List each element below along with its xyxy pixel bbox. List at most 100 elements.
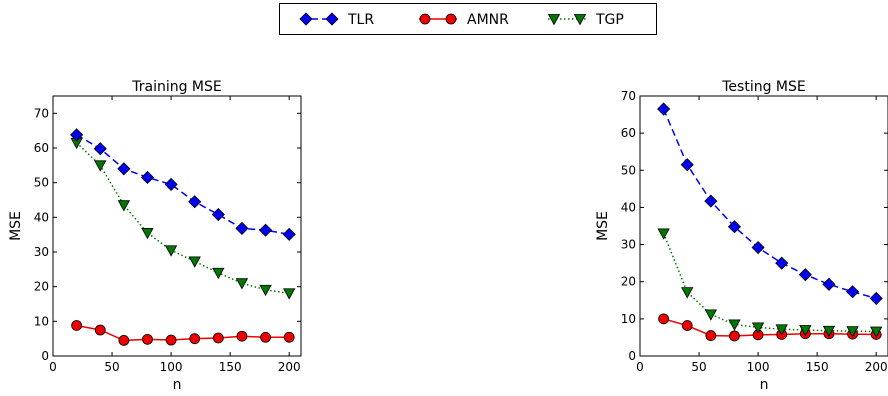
series-line-tgp [76, 142, 290, 294]
y-tick-label: 20 [621, 275, 636, 289]
data-point-tgp [775, 324, 788, 336]
data-point-tlr [259, 223, 273, 237]
data-point-tlr [117, 162, 131, 176]
data-point-tgp [94, 160, 107, 172]
y-tick-label: 30 [34, 245, 49, 259]
data-point-amnr [681, 320, 693, 331]
y-tick-label: 70 [34, 106, 49, 120]
legend-frame [279, 3, 657, 35]
y-tick-label: 0 [628, 349, 636, 363]
data-point-tgp [751, 322, 765, 334]
x-tick-label: 50 [691, 360, 706, 374]
data-point-tgp [141, 228, 154, 240]
data-point-tgp [870, 326, 883, 338]
data-point-amnr [236, 330, 248, 342]
data-point-tlr [727, 220, 742, 234]
legend-marker-tlr [325, 12, 339, 26]
x-tick-label: 150 [219, 360, 242, 374]
axes-frame [639, 95, 888, 357]
data-point-tgp [117, 200, 131, 212]
series-line-tgp [662, 233, 877, 333]
data-point-amnr [94, 324, 106, 336]
legend-label-tgp: TGP [595, 12, 624, 28]
data-point-tlr [869, 291, 883, 305]
series-line-tlr [76, 134, 290, 236]
data-point-tgp [283, 288, 296, 300]
data-point-amnr [212, 332, 224, 344]
legend-marker-tlr [299, 12, 313, 26]
x-tick-label: 200 [865, 360, 888, 374]
data-point-tgp [704, 309, 718, 321]
x-tick-label: 100 [747, 360, 770, 374]
data-point-tlr [846, 285, 860, 299]
legend-label-amnr: AMNR [467, 12, 509, 28]
data-point-tgp [212, 267, 225, 280]
data-point-amnr [705, 330, 717, 341]
y-tick-label: 10 [621, 312, 636, 326]
series-line-tlr [662, 108, 877, 300]
y-tick-label: 60 [34, 141, 49, 155]
data-point-amnr [658, 313, 670, 325]
data-point-tlr [680, 158, 694, 172]
data-point-tlr [751, 240, 765, 255]
data-point-amnr [189, 333, 201, 345]
y-axis-label: MSE [8, 211, 24, 241]
data-point-tlr [282, 227, 296, 241]
legend-marker-tgp [547, 14, 561, 26]
x-axis-label: n [760, 377, 769, 393]
data-point-tlr [775, 256, 789, 270]
y-tick-label: 20 [34, 280, 49, 294]
x-axis-label: n [173, 377, 182, 393]
legend-marker-tgp [573, 14, 587, 26]
y-tick-label: 50 [621, 163, 636, 177]
data-point-tlr [93, 142, 107, 156]
y-tick-label: 40 [34, 210, 49, 224]
data-point-tgp [657, 228, 670, 240]
data-point-tlr [657, 102, 671, 116]
data-point-amnr [260, 331, 271, 343]
series-line-amnr [663, 318, 877, 337]
x-tick-label: 50 [104, 360, 119, 374]
y-tick-label: 60 [621, 126, 636, 140]
y-axis-label: MSE [595, 211, 611, 241]
y-tick-label: 70 [621, 89, 636, 103]
legend: TLR AMNR TGP [279, 3, 657, 35]
y-tick-label: 0 [41, 349, 49, 363]
legend-label-tlr: TLR [347, 12, 374, 28]
x-tick-label: 0 [49, 360, 57, 374]
legend-marker-amnr [419, 13, 431, 25]
data-point-tgp [188, 256, 201, 268]
data-point-tgp [681, 287, 694, 299]
data-point-tlr [164, 177, 178, 191]
data-point-tlr [140, 170, 155, 185]
data-point-tgp [235, 278, 249, 290]
x-tick-label: 200 [278, 360, 301, 374]
data-point-tlr [798, 268, 812, 282]
data-point-tlr [211, 207, 225, 222]
data-point-tgp [822, 325, 836, 338]
data-point-tgp [259, 284, 272, 297]
data-point-tlr [704, 194, 718, 208]
data-point-tgp [846, 326, 859, 338]
data-point-tgp [799, 325, 812, 337]
y-tick-label: 30 [621, 238, 636, 252]
legend-marker-amnr [445, 13, 457, 25]
x-tick-label: 0 [636, 360, 644, 374]
y-tick-label: 10 [34, 314, 49, 328]
data-point-tgp [164, 245, 178, 257]
series-line-amnr [76, 324, 290, 342]
y-tick-label: 40 [621, 200, 636, 214]
axes-frame [52, 95, 302, 357]
training-mse-panel: 0 50 100 150 200 0 10 20 30 40 50 60 70 Training MSE n… [8, 79, 302, 393]
data-point-amnr [165, 334, 177, 346]
data-point-tgp [728, 319, 741, 331]
data-point-amnr [118, 334, 130, 346]
data-point-amnr [283, 331, 295, 343]
testing-mse-panel: 0 50 100 150 200 0 10 20 30 40 50 60 70 Testing MSE n M… [595, 79, 888, 393]
data-point-amnr [729, 330, 740, 342]
data-point-tlr [822, 277, 836, 291]
x-tick-label: 150 [806, 360, 829, 374]
chart-title: Training MSE [131, 79, 222, 95]
data-point-tlr [235, 221, 249, 235]
